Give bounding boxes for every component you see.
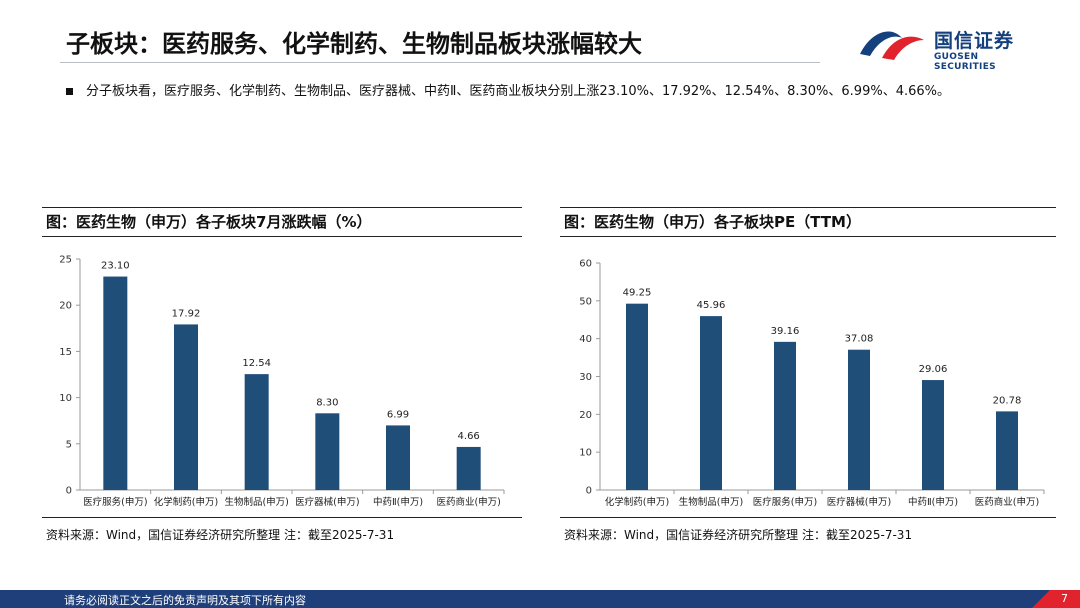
x-tick-label: 医疗器械(申万) [295, 496, 359, 508]
data-label: 29.06 [919, 364, 948, 375]
x-tick-label: 生物制品(申万) [224, 496, 288, 508]
y-tick-label: 0 [586, 486, 592, 497]
data-label: 45.96 [697, 300, 726, 311]
bar [386, 425, 410, 490]
guosen-logo-icon [860, 31, 924, 60]
chart-left: 图：医药生物（申万）各子板块7月涨跌幅（%） 0 5 10 15 20 25 23.10 医疗… [42, 207, 522, 542]
bar [996, 411, 1018, 490]
data-label: 6.99 [387, 409, 409, 420]
data-label: 37.08 [845, 334, 874, 345]
bar [174, 324, 198, 490]
title-divider [60, 62, 820, 63]
bullet-square-icon [66, 88, 73, 95]
chart-right: 图：医药生物（申万）各子板块PE（TTM） 0 10 20 30 40 50 60 49.25… [560, 207, 1056, 542]
chart-left-plot: 0 5 10 15 20 25 23.10 医疗服务(申万) 17.92 化学制药(申万) 12.5… [59, 255, 505, 508]
bar [848, 349, 870, 490]
x-tick-label: 医疗器械(申万) [827, 496, 891, 508]
y-tick-label: 30 [579, 372, 592, 383]
bar [456, 446, 481, 490]
bar [700, 316, 722, 490]
x-tick-label: 化学制药(申万) [154, 496, 218, 508]
data-label: 39.16 [771, 326, 800, 337]
y-tick-label: 25 [59, 255, 72, 266]
x-tick-label: 医药商业(申万) [436, 496, 500, 508]
x-tick-label: 医疗服务(申万) [753, 496, 817, 508]
summary-bullet: 分子板块看，医疗服务、化学制药、生物制品、医疗器械、中药Ⅱ、医药商业板块分别上涨… [66, 80, 1026, 104]
footer-bar: 请务必阅读正文之后的免责声明及其项下所有内容 7 [0, 590, 1080, 608]
brand-logo: 国信证券 GUOSEN SECURITIES [858, 22, 1038, 72]
x-tick-label: 中药Ⅱ(申万) [908, 496, 958, 508]
chart-left-title: 图：医药生物（申万）各子板块7月涨跌幅（%） [42, 207, 522, 237]
x-tick-label: 医疗服务(申万) [83, 496, 147, 508]
y-tick-label: 40 [579, 334, 592, 345]
x-tick-label: 生物制品(申万) [679, 496, 743, 508]
y-tick-label: 20 [579, 410, 592, 421]
data-label: 12.54 [242, 358, 271, 369]
y-tick-label: 10 [579, 448, 592, 459]
logo-text-en: GUOSEN SECURITIES [934, 52, 996, 72]
data-label: 4.66 [458, 431, 480, 442]
bar [315, 413, 340, 490]
data-label: 49.25 [623, 288, 652, 299]
logo-text-cn: 国信证券 [934, 30, 1015, 52]
chart-right-plot: 0 10 20 30 40 50 60 49.25 化学制药(申万) 45.96 生物制品(申万) 3… [579, 259, 1045, 508]
chart-right-title: 图：医药生物（申万）各子板块PE（TTM） [560, 207, 1056, 237]
y-tick-label: 5 [66, 439, 72, 450]
bar [244, 374, 269, 490]
bar [922, 380, 944, 490]
page-number: 7 [1061, 592, 1068, 605]
chart-left-source: 资料来源：Wind，国信证券经济研究所整理 注：截至2025-7-31 [42, 517, 522, 543]
footer-accent-icon [1032, 590, 1080, 608]
y-tick-label: 50 [579, 296, 592, 307]
bar [103, 276, 128, 490]
x-tick-label: 医药商业(申万) [975, 496, 1039, 508]
data-label: 17.92 [172, 308, 201, 319]
page-title: 子板块：医药服务、化学制药、生物制品板块涨幅较大 [66, 30, 642, 58]
summary-text: 分子板块看，医疗服务、化学制药、生物制品、医疗器械、中药Ⅱ、医药商业板块分别上涨… [86, 84, 950, 99]
bar [626, 303, 648, 490]
data-label: 8.30 [316, 397, 338, 408]
chart-right-source: 资料来源：Wind，国信证券经济研究所整理 注：截至2025-7-31 [560, 517, 1056, 543]
y-tick-label: 0 [66, 486, 72, 497]
data-label: 23.10 [101, 261, 130, 272]
y-tick-label: 60 [579, 259, 592, 270]
y-tick-label: 15 [59, 347, 72, 358]
y-tick-label: 20 [59, 301, 72, 312]
footer-disclaimer: 请务必阅读正文之后的免责声明及其项下所有内容 [64, 594, 306, 607]
x-tick-label: 化学制药(申万) [605, 496, 669, 508]
bar [774, 341, 796, 490]
x-tick-label: 中药Ⅱ(申万) [373, 496, 423, 508]
y-tick-label: 10 [59, 393, 72, 404]
data-label: 20.78 [993, 395, 1022, 406]
